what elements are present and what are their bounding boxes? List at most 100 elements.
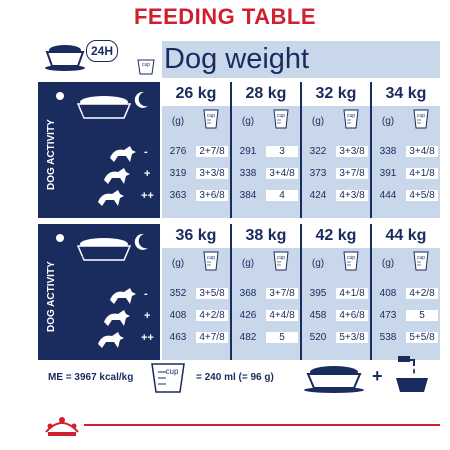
activity-level: + xyxy=(144,168,151,180)
cup-value: 5 xyxy=(266,332,298,343)
grams-value: 520 xyxy=(309,332,327,343)
grams-value: 458 xyxy=(309,310,327,321)
24h-label: 24H xyxy=(86,40,118,62)
cup-value: 2+7/8 xyxy=(196,146,228,157)
grams-value: 426 xyxy=(239,310,257,321)
grams-value: 368 xyxy=(239,288,257,299)
cup-value: 3+5/8 xyxy=(196,288,228,299)
grams-unit: (g) xyxy=(381,116,395,127)
cup-value: 4+3/8 xyxy=(336,190,368,201)
cup-equivalence: = 240 ml (= 96 g) xyxy=(196,372,274,383)
cup-value: 4+2/8 xyxy=(406,288,438,299)
cup-value: 5+5/8 xyxy=(406,332,438,343)
dog-silhouette-icon xyxy=(110,146,136,162)
grams-value: 322 xyxy=(309,146,327,157)
cup-value: 5 xyxy=(406,310,438,321)
grams-value: 373 xyxy=(309,168,327,179)
dog-activity-label: DOG ACTIVITY xyxy=(46,261,57,332)
activity-level: ++ xyxy=(141,332,154,344)
footer-divider xyxy=(84,424,440,426)
activity-level: - xyxy=(144,146,148,158)
cup-value: 3+3/8 xyxy=(336,146,368,157)
royal-canin-crown-logo xyxy=(45,417,79,436)
grams-value: 538 xyxy=(379,332,397,343)
svg-text:cup: cup xyxy=(277,113,285,119)
grams-value: 473 xyxy=(379,310,397,321)
grams-unit: (g) xyxy=(381,258,395,269)
weight-header: 28 kg xyxy=(232,82,300,106)
svg-text:cup: cup xyxy=(207,255,215,261)
weight-header: 34 kg xyxy=(372,82,440,106)
food-bowl-icon xyxy=(56,91,148,119)
weight-header: 42 kg xyxy=(302,224,370,248)
cup-value: 3+7/8 xyxy=(266,288,298,299)
fraction-label: ½ xyxy=(82,252,89,261)
grams-value: 482 xyxy=(239,332,257,343)
food-bowl-24h-icon xyxy=(45,45,85,71)
header-band xyxy=(162,41,440,78)
svg-text:cup: cup xyxy=(166,367,179,376)
fraction-label: ½ xyxy=(82,110,89,119)
cup-value: 4+1/8 xyxy=(406,168,438,179)
cup-icon: cup xyxy=(203,109,219,129)
svg-text:cup: cup xyxy=(417,113,425,119)
grams-unit: (g) xyxy=(241,116,255,127)
grams-unit: (g) xyxy=(311,258,325,269)
cup-value: 3+7/8 xyxy=(336,168,368,179)
food-bowl-icon xyxy=(304,366,364,393)
dog-silhouette-icon xyxy=(98,332,124,348)
grams-value: 424 xyxy=(309,190,327,201)
cup-value: 3 xyxy=(266,146,298,157)
fraction-label: ½ xyxy=(98,110,105,119)
grams-value: 363 xyxy=(169,190,187,201)
column-divider xyxy=(300,224,302,360)
page-title: FEEDING TABLE xyxy=(133,4,317,29)
dog-weight-heading: Dog weight xyxy=(164,43,310,75)
cup-value: 3+4/8 xyxy=(406,146,438,157)
cup-icon: cup xyxy=(413,109,429,129)
grams-value: 408 xyxy=(379,288,397,299)
measuring-cup-icon: cup xyxy=(151,363,185,393)
metabolizable-energy: ME = 3967 kcal/kg xyxy=(48,372,134,383)
cup-icon: cup xyxy=(137,59,155,75)
weight-header: 26 kg xyxy=(162,82,230,106)
dog-silhouette-icon xyxy=(104,168,130,184)
grams-unit: (g) xyxy=(241,258,255,269)
grams-value: 391 xyxy=(379,168,397,179)
cup-value: 4+2/8 xyxy=(196,310,228,321)
cup-value: 4+7/8 xyxy=(196,332,228,343)
grams-value: 291 xyxy=(239,146,257,157)
cup-value: 4 xyxy=(266,190,298,201)
svg-text:cup: cup xyxy=(347,255,355,261)
cup-value: 5+3/8 xyxy=(336,332,368,343)
svg-text:cup: cup xyxy=(417,255,425,261)
cup-icon: cup xyxy=(343,109,359,129)
dog-silhouette-icon xyxy=(110,288,136,304)
activity-level: - xyxy=(144,288,148,300)
fraction-label: ½ xyxy=(98,252,105,261)
activity-level: ++ xyxy=(141,190,154,202)
svg-text:cup: cup xyxy=(347,113,355,119)
cup-value: 4+1/8 xyxy=(336,288,368,299)
cup-value: 4+4/8 xyxy=(266,310,298,321)
weight-header: 38 kg xyxy=(232,224,300,248)
cup-value: 3+6/8 xyxy=(196,190,228,201)
column-divider xyxy=(300,82,302,218)
column-divider xyxy=(370,224,372,360)
grams-value: 352 xyxy=(169,288,187,299)
cup-icon: cup xyxy=(343,251,359,271)
grams-unit: (g) xyxy=(171,258,185,269)
grams-value: 338 xyxy=(379,146,397,157)
weight-header: 44 kg xyxy=(372,224,440,248)
column-divider xyxy=(230,224,232,360)
dog-silhouette-icon xyxy=(98,190,124,206)
cup-value: 4+6/8 xyxy=(336,310,368,321)
activity-level: + xyxy=(144,310,151,322)
cup-value: 3+4/8 xyxy=(266,168,298,179)
grams-unit: (g) xyxy=(171,116,185,127)
column-divider xyxy=(370,82,372,218)
grams-value: 463 xyxy=(169,332,187,343)
water-bowl-icon xyxy=(396,356,428,392)
grams-value: 395 xyxy=(309,288,327,299)
svg-text:cup: cup xyxy=(142,62,150,68)
